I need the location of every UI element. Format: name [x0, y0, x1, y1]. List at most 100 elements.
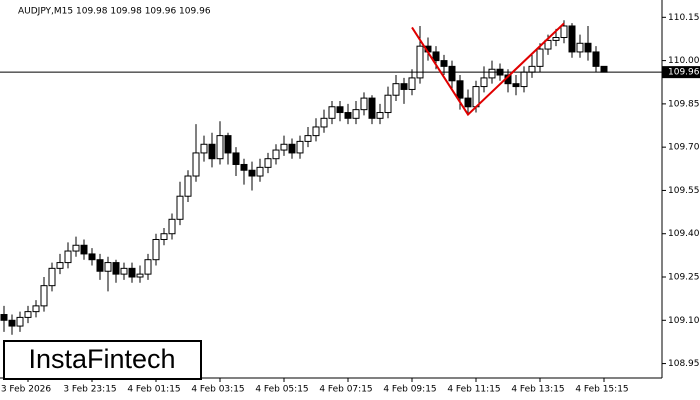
- current-price-label: 109.96: [668, 68, 700, 78]
- candle-body: [400, 83, 408, 90]
- candle-body: [488, 68, 496, 79]
- candle-body: [136, 273, 144, 278]
- candle-body: [552, 37, 560, 41]
- candle-body: [160, 233, 168, 240]
- candle-body: [304, 135, 312, 142]
- candle-body: [360, 97, 368, 111]
- candle-body: [200, 143, 208, 154]
- candle-body: [232, 152, 240, 165]
- candle-body: [560, 25, 568, 39]
- candle-body: [392, 83, 400, 96]
- candle-body: [272, 149, 280, 160]
- candle-body: [120, 267, 128, 275]
- double-top-pattern: [411, 22, 565, 117]
- candle-body: [256, 166, 264, 177]
- candle-body: [104, 262, 112, 272]
- candle-body: [24, 311, 32, 318]
- candle-body: [600, 65, 608, 73]
- y-tick-label: 109.70: [668, 143, 700, 153]
- candle-body: [184, 175, 192, 197]
- candle-body: [56, 262, 64, 269]
- candle-body: [88, 253, 96, 261]
- candle-body: [464, 97, 472, 108]
- chart-title: AUDJPY,M15 109.98 109.98 109.96 109.96: [18, 7, 211, 17]
- candle-body: [456, 80, 464, 99]
- candle-body: [480, 77, 488, 88]
- candle-body: [376, 112, 384, 119]
- candle-body: [432, 51, 440, 62]
- candle-body: [384, 94, 392, 114]
- candle-body: [216, 135, 224, 160]
- y-tick-label: 109.10: [668, 316, 700, 326]
- x-tick-label: 4 Feb 09:15: [383, 385, 436, 395]
- candle-body: [352, 109, 360, 119]
- candle-body: [176, 195, 184, 220]
- candle-body: [584, 42, 592, 53]
- candle-body: [72, 244, 80, 252]
- x-tick-label: 3 Feb 2026: [1, 385, 52, 395]
- candle-body: [0, 314, 8, 321]
- candle-body: [520, 71, 528, 88]
- candle-body: [568, 25, 576, 53]
- candle-body: [512, 83, 520, 88]
- candle-body: [32, 305, 40, 313]
- x-tick-label: 4 Feb 13:15: [511, 385, 564, 395]
- candle-body: [288, 143, 296, 154]
- x-tick-label: 4 Feb 01:15: [127, 385, 180, 395]
- y-tick-label: 109.55: [668, 186, 700, 196]
- candle-body: [440, 60, 448, 67]
- candle-body: [48, 267, 56, 287]
- candle-body: [208, 143, 216, 160]
- x-tick-label: 4 Feb 15:15: [575, 385, 628, 395]
- candle-body: [336, 106, 344, 114]
- candle-body: [264, 158, 272, 168]
- candle-body: [224, 135, 232, 154]
- candle-body: [64, 250, 72, 264]
- y-tick-label: 110.00: [668, 56, 700, 66]
- candle-body: [144, 259, 152, 275]
- candle-body: [192, 152, 200, 177]
- candle-body: [248, 169, 256, 177]
- candle-body: [112, 262, 120, 275]
- y-tick-label: 109.40: [668, 229, 700, 239]
- candle-body: [240, 163, 248, 171]
- candle-body: [80, 244, 88, 255]
- current-price-box: [662, 66, 700, 79]
- x-tick-label: 4 Feb 05:15: [255, 385, 308, 395]
- y-tick-label: 110.15: [668, 13, 700, 23]
- candle-body: [528, 65, 536, 73]
- candle-body: [168, 218, 176, 235]
- x-tick-label: 4 Feb 11:15: [447, 385, 500, 395]
- y-tick-label: 108.95: [668, 359, 700, 369]
- candle-body: [312, 126, 320, 137]
- logo-box: [3, 340, 202, 380]
- candle-body: [344, 112, 352, 119]
- candle-body: [328, 106, 336, 119]
- candle-body: [128, 267, 136, 278]
- plot: [0, 20, 608, 335]
- y-tick-label: 109.85: [668, 99, 700, 109]
- candle-body: [320, 117, 328, 128]
- candle-body: [576, 42, 584, 53]
- candle-body: [536, 48, 544, 67]
- candle-body: [448, 65, 456, 82]
- x-tick-label: 3 Feb 23:15: [63, 385, 116, 395]
- x-tick-label: 4 Feb 03:15: [191, 385, 244, 395]
- candle-body: [40, 285, 48, 307]
- candle-body: [592, 51, 600, 67]
- candle-body: [16, 316, 24, 327]
- y-tick-label: 109.25: [668, 273, 700, 283]
- candle-body: [368, 97, 376, 119]
- candle-body: [408, 77, 416, 90]
- x-tick-label: 4 Feb 07:15: [319, 385, 372, 395]
- logo: InstaFintech: [28, 344, 175, 374]
- candle-body: [8, 319, 16, 327]
- candle-body: [280, 143, 288, 151]
- candle-body: [544, 39, 552, 50]
- candle-body: [96, 259, 104, 272]
- candle-body: [152, 238, 160, 261]
- candle-body: [296, 140, 304, 154]
- candle-body: [416, 45, 424, 79]
